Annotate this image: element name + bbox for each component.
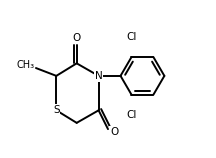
Text: CH₃: CH₃ xyxy=(16,60,34,70)
Text: N: N xyxy=(95,71,102,81)
Text: Cl: Cl xyxy=(126,32,137,42)
Text: O: O xyxy=(110,127,118,137)
Text: O: O xyxy=(73,33,81,43)
Text: Cl: Cl xyxy=(126,110,137,120)
Text: S: S xyxy=(53,105,60,115)
